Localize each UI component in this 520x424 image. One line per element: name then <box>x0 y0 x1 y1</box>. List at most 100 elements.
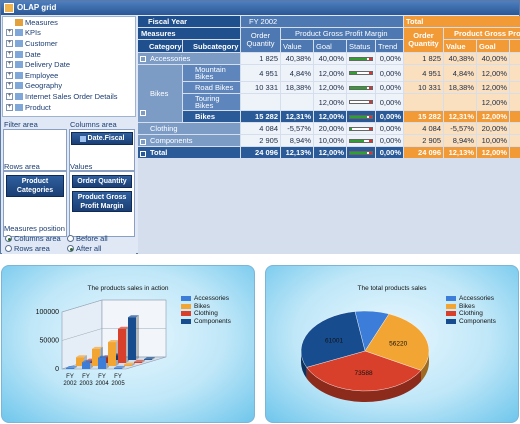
status-cell[interactable] <box>347 94 375 110</box>
radio-before-all[interactable]: Before all <box>67 234 108 243</box>
order-quantity-cell[interactable]: 4 951 <box>241 65 280 81</box>
subcategory-row-header[interactable]: Mountain Bikes <box>183 65 240 81</box>
subtotal-row-header[interactable]: Bikes <box>183 111 240 122</box>
value-header[interactable]: Value <box>281 40 313 52</box>
trend-cell[interactable]: 0,00% <box>376 147 403 158</box>
expand-icon[interactable]: + <box>6 92 13 100</box>
margin-header[interactable]: Product Gross Profit Margin <box>281 28 403 39</box>
trend-cell[interactable]: 0,00% <box>376 65 403 81</box>
margin-value-cell[interactable]: 8,94% <box>281 135 313 146</box>
total-value-header[interactable]: Value <box>444 40 476 52</box>
margin-goal-cell[interactable]: 12,00% <box>314 65 346 81</box>
category-row-header[interactable]: Clothing <box>138 123 240 134</box>
total-margin-value-cell[interactable]: 8,94% <box>444 135 476 146</box>
tree-item[interactable]: + Product <box>3 102 135 113</box>
tree-item[interactable]: + Customer <box>3 38 135 49</box>
values-zone[interactable]: Order Quantity Product Gross Profit Marg… <box>69 171 135 237</box>
margin-value-cell[interactable] <box>281 94 313 110</box>
total-order-quantity-header[interactable]: Order Quantity <box>404 28 443 52</box>
values-chip-gross-margin[interactable]: Product Gross Profit Margin <box>72 191 132 212</box>
total-order-quantity-cell[interactable]: 15 282 <box>404 111 443 122</box>
total-margin-goal-cell[interactable]: 20,00% <box>477 123 509 134</box>
goal-header[interactable]: Goal <box>314 40 346 52</box>
margin-goal-cell[interactable]: 12,00% <box>314 111 346 122</box>
total-goal-header[interactable]: Goal <box>477 40 509 52</box>
rows-chip-product-categories[interactable]: Product Categories <box>6 175 64 197</box>
status-cell[interactable] <box>347 53 375 64</box>
collapse-icon[interactable] <box>140 56 146 62</box>
expand-icon[interactable]: + <box>6 29 13 37</box>
margin-goal-cell[interactable]: 40,00% <box>314 53 346 64</box>
status-header[interactable]: Status <box>347 40 375 52</box>
margin-value-cell[interactable]: 40,38% <box>281 53 313 64</box>
filter-area-zone[interactable] <box>3 129 67 171</box>
tree-item[interactable]: + Delivery Date <box>3 59 135 70</box>
values-chip-order-quantity[interactable]: Order Quantity <box>72 175 132 188</box>
trend-cell[interactable]: 0,00% <box>376 53 403 64</box>
collapse-icon[interactable] <box>140 139 146 145</box>
total-order-quantity-cell[interactable]: 4 951 <box>404 65 443 81</box>
tree-item[interactable]: + Internet Sales Order Details <box>3 91 135 102</box>
status-cell[interactable] <box>347 111 375 122</box>
expand-icon[interactable]: + <box>6 39 13 47</box>
margin-value-cell[interactable]: 18,38% <box>281 82 313 93</box>
margin-value-cell[interactable]: -5,57% <box>281 123 313 134</box>
margin-goal-cell[interactable]: 12,00% <box>314 82 346 93</box>
total-column-header[interactable]: Total <box>404 16 520 27</box>
subcategory-header[interactable]: Subcategory <box>183 40 240 52</box>
margin-value-cell[interactable]: 12,31% <box>281 111 313 122</box>
total-margin-value-cell[interactable]: -5,57% <box>444 123 476 134</box>
total-margin-goal-cell[interactable]: 12,00% <box>477 65 509 81</box>
cube-tree[interactable]: Measures + KPIs + Customer + Date + Delivery Dat… <box>2 16 136 117</box>
trend-cell[interactable]: 0,00% <box>376 123 403 134</box>
category-header[interactable]: Category <box>138 40 182 52</box>
margin-goal-cell[interactable]: 12,00% <box>314 94 346 110</box>
total-margin-value-cell[interactable]: 4,84% <box>444 65 476 81</box>
margin-value-cell[interactable]: 12,13% <box>281 147 313 158</box>
total-margin-header[interactable]: Product Gross Pro <box>444 28 520 39</box>
order-quantity-cell[interactable] <box>241 94 280 110</box>
fy2002-header[interactable]: FY 2002 <box>241 16 403 27</box>
olap-grid[interactable]: Fiscal Year FY 2002 Total Measures Order… <box>138 16 520 254</box>
radio-rows-area[interactable]: Rows area <box>5 244 50 253</box>
collapse-icon[interactable] <box>140 110 146 116</box>
total-margin-value-cell[interactable]: 12,31% <box>444 111 476 122</box>
category-row-header[interactable]: Components <box>138 135 240 146</box>
expand-icon[interactable]: + <box>6 61 13 69</box>
order-quantity-cell[interactable]: 10 331 <box>241 82 280 93</box>
margin-goal-cell[interactable]: 20,00% <box>314 123 346 134</box>
total-margin-goal-cell[interactable]: 12,00% <box>477 111 509 122</box>
order-quantity-cell[interactable]: 1 825 <box>241 53 280 64</box>
trend-header[interactable]: Trend <box>376 40 403 52</box>
order-quantity-cell[interactable]: 24 096 <box>241 147 280 158</box>
total-margin-goal-cell[interactable]: 10,00% <box>477 135 509 146</box>
total-margin-goal-cell[interactable]: 12,00% <box>477 147 509 158</box>
trend-cell[interactable]: 0,00% <box>376 94 403 110</box>
tree-item[interactable]: + Date <box>3 49 135 60</box>
status-cell[interactable] <box>347 82 375 93</box>
margin-value-cell[interactable]: 4,84% <box>281 65 313 81</box>
total-margin-goal-cell[interactable]: 12,00% <box>477 94 509 110</box>
tree-item[interactable]: Measures <box>3 17 135 28</box>
total-margin-goal-cell[interactable]: 12,00% <box>477 82 509 93</box>
status-cell[interactable] <box>347 135 375 146</box>
expand-icon[interactable]: + <box>6 50 13 58</box>
status-cell[interactable] <box>347 147 375 158</box>
total-margin-value-cell[interactable] <box>444 94 476 110</box>
order-quantity-cell[interactable]: 2 905 <box>241 135 280 146</box>
total-margin-value-cell[interactable]: 40,38% <box>444 53 476 64</box>
columns-area-zone[interactable]: Date.Fiscal <box>69 129 135 171</box>
radio-after-all[interactable]: After all <box>67 244 101 253</box>
tree-item[interactable]: + KPIs <box>3 28 135 39</box>
columns-chip-date-fiscal[interactable]: Date.Fiscal <box>71 132 133 145</box>
order-quantity-header[interactable]: Order Quantity <box>241 28 280 52</box>
total-margin-value-cell[interactable]: 18,38% <box>444 82 476 93</box>
expand-icon[interactable]: + <box>6 71 13 79</box>
expand-icon[interactable]: + <box>6 103 13 111</box>
total-margin-goal-cell[interactable]: 40,00% <box>477 53 509 64</box>
expand-icon[interactable]: + <box>6 82 13 90</box>
subcategory-row-header[interactable]: Touring Bikes <box>183 94 240 110</box>
total-order-quantity-cell[interactable]: 2 905 <box>404 135 443 146</box>
subcategory-row-header[interactable]: Road Bikes <box>183 82 240 93</box>
grand-total-row-header[interactable]: Total <box>138 147 240 158</box>
